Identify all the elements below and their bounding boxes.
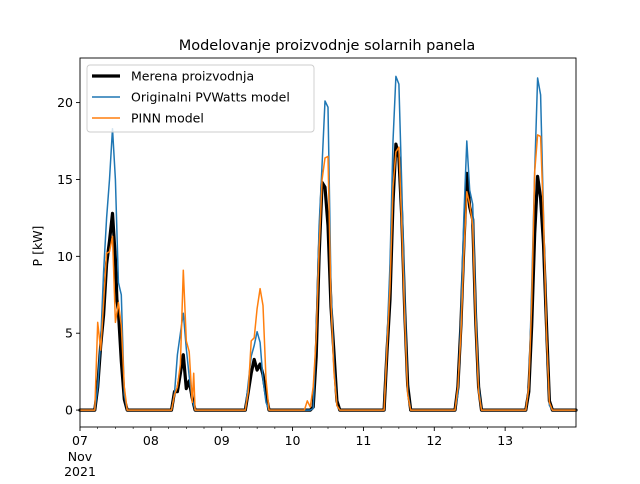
legend-label-1: Originalni PVWatts model [131, 90, 290, 105]
y-tick-label-1: 5 [65, 326, 73, 341]
x-tick-sublabel-0: Nov [68, 449, 93, 464]
x-tick-label-5: 12 [426, 433, 442, 448]
plot-frame [79, 57, 577, 428]
x-tick-sublabel-1: 2021 [64, 464, 96, 479]
x-tick-label-0: 07 [72, 433, 88, 448]
legend-label-2: PINN model [131, 111, 204, 126]
x-tick-label-3: 10 [285, 433, 301, 448]
series-line-2 [79, 134, 577, 411]
chart-legend: Merena proizvodnja Originalni PVWatts mod… [86, 64, 315, 133]
legend-label-0: Merena proizvodnja [131, 69, 254, 84]
x-tick-label-6: 13 [497, 433, 513, 448]
x-tick-label-4: 11 [355, 433, 371, 448]
series-layer [78, 75, 578, 412]
chart-title: Modelovanje proizvodnje solarnih panela [179, 38, 476, 54]
y-tick-label-2: 10 [57, 249, 73, 264]
y-tick-label-0: 0 [65, 403, 73, 418]
y-axis-label: P [kW] [30, 226, 45, 267]
x-tick-label-2: 09 [214, 433, 230, 448]
y-tick-label-4: 20 [57, 95, 73, 110]
y-tick-label-3: 15 [57, 172, 73, 187]
x-tick-label-1: 08 [143, 433, 159, 448]
legend-box [86, 64, 315, 133]
